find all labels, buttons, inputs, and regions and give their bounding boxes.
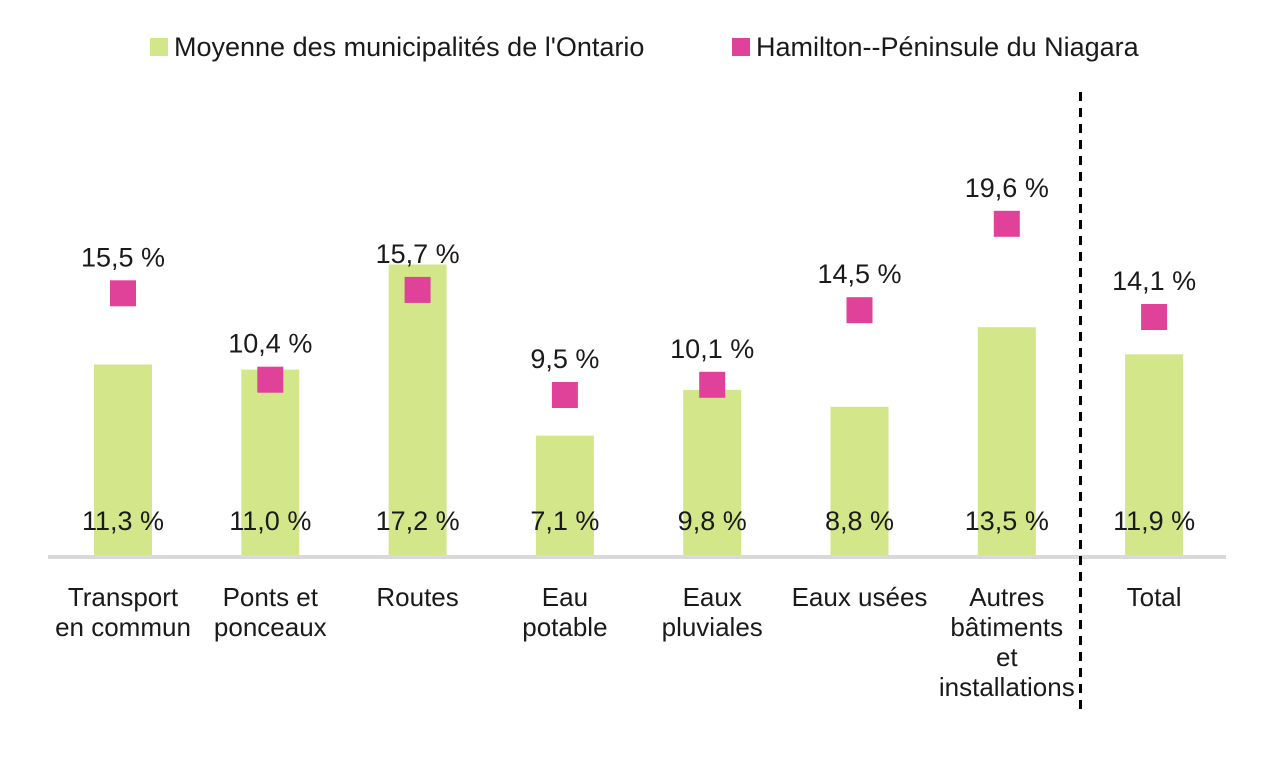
labels-group: 11,3 % 15,5 % 11,0 % 10,4 % 17,2 % 15,7 % 7,1 … (81, 173, 1196, 536)
marker-value-label: 10,4 % (228, 329, 312, 359)
category-label-line: Ponts et (223, 582, 319, 612)
bar-ontario (388, 264, 447, 556)
category-label-line: pluviales (662, 612, 763, 642)
marker-value-label: 14,1 % (1112, 266, 1196, 296)
category-label-line: Total (1127, 582, 1182, 612)
bar-value-label: 13,5 % (965, 506, 1049, 536)
category-label: Autres bâtiments et installations (939, 582, 1075, 702)
bar-ontario (535, 435, 594, 556)
bar-ontario (830, 406, 889, 556)
bar-ontario (1125, 354, 1184, 556)
markers-group (110, 210, 1168, 408)
bar-ontario (94, 364, 152, 556)
category-label-line: installations (939, 672, 1075, 702)
marker-value-label: 19,6 % (965, 173, 1049, 203)
legend-label-ontario: Moyenne des municipalités de l'Ontario (174, 32, 644, 62)
category-label-line: Eaux usées (792, 582, 928, 612)
bar-ontario (241, 369, 300, 556)
bar-value-label: 7,1 % (530, 506, 599, 536)
marker-value-label: 14,5 % (817, 259, 901, 289)
category-label: Routes (376, 582, 458, 612)
bar-value-label: 11,3 % (82, 506, 164, 536)
marker-hamilton (110, 280, 136, 307)
legend-swatch-hamilton (732, 38, 750, 56)
category-label-line: Routes (376, 582, 458, 612)
marker-hamilton (846, 297, 873, 324)
marker-hamilton (993, 210, 1020, 237)
x-axis: Transport en commun Ponts et ponceaux Routes… (48, 92, 1226, 712)
category-label-line: Autres (969, 582, 1044, 612)
bar-value-label: 9,8 % (678, 506, 747, 536)
bar-value-label: 8,8 % (825, 506, 894, 536)
category-label: Ponts et ponceaux (214, 582, 327, 642)
bar-ontario (683, 389, 742, 556)
category-label: Eaux pluviales (662, 582, 763, 642)
marker-hamilton (257, 366, 284, 393)
legend-label-hamilton: Hamilton--Péninsule du Niagara (756, 32, 1140, 62)
marker-value-label: 9,5 % (530, 344, 599, 374)
marker-hamilton (551, 382, 578, 408)
marker-hamilton (1141, 304, 1168, 330)
category-label-line: potable (522, 612, 607, 642)
marker-value-label: 10,1 % (670, 334, 754, 364)
legend: Moyenne des municipalités de l'Ontario Ha… (150, 32, 1140, 62)
bar-value-label: 11,0 % (229, 506, 311, 536)
category-label-line: Transport (68, 582, 179, 612)
category-label-line: Eau (542, 582, 588, 612)
category-label-line: et (996, 642, 1018, 672)
bars-group (94, 264, 1184, 556)
marker-value-label: 15,5 % (81, 242, 165, 272)
bar-value-label: 11,9 % (1113, 506, 1195, 536)
marker-hamilton (404, 276, 431, 303)
category-label: Transport en commun (55, 582, 191, 642)
marker-value-label: 15,7 % (376, 239, 460, 269)
bar-value-label: 17,2 % (376, 506, 460, 536)
category-label: Total (1127, 582, 1182, 612)
category-label-line: ponceaux (214, 612, 327, 642)
category-label-line: bâtiments (950, 612, 1063, 642)
legend-swatch-ontario (150, 38, 168, 56)
category-label-line: en commun (55, 612, 191, 642)
category-label: Eau potable (522, 582, 607, 642)
marker-hamilton (699, 371, 726, 398)
category-label-line: Eaux (683, 582, 742, 612)
bar-ontario (977, 327, 1036, 556)
category-label: Eaux usées (792, 582, 928, 612)
